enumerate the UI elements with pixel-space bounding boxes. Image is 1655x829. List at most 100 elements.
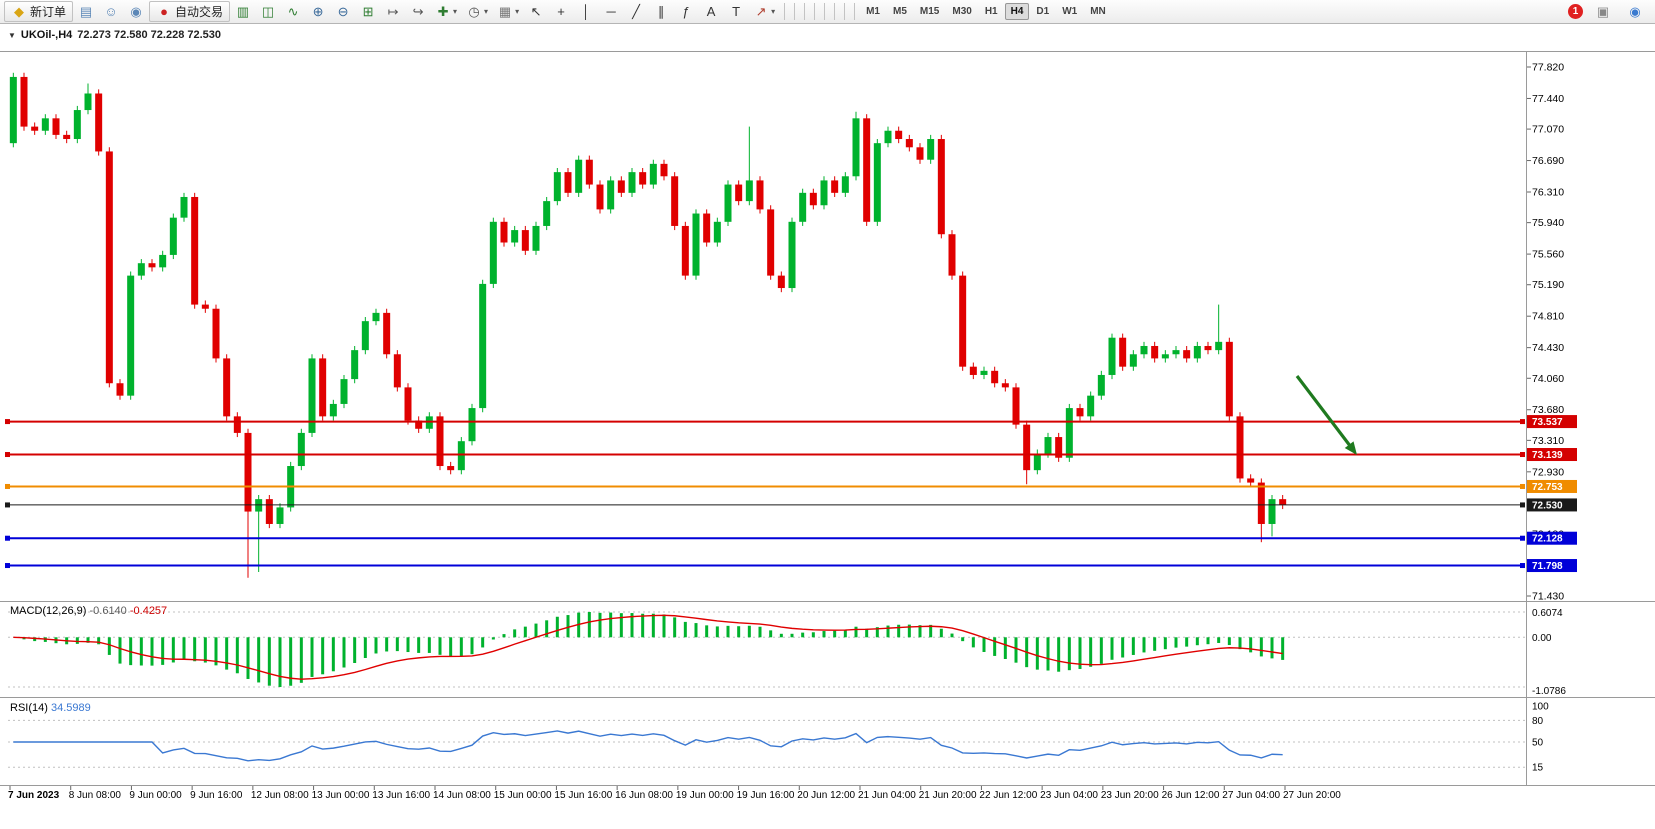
community-icon[interactable]: ◉	[1623, 2, 1647, 22]
charts-icon-glyph: ▤	[79, 3, 93, 19]
chart-shift-icon[interactable]: ↪	[406, 2, 430, 22]
equidistant-channel-icon[interactable]: ∥	[649, 2, 673, 22]
candle-body	[340, 379, 348, 404]
timeframe-m15[interactable]: M15	[919, 6, 940, 17]
bar-chart-icon[interactable]: ▥	[231, 2, 255, 22]
timeframe-h4[interactable]: H4	[1004, 3, 1030, 20]
timeframe-m1[interactable]: M1	[866, 6, 880, 17]
candle-body	[532, 225, 540, 251]
candle-body	[393, 354, 401, 388]
arrows-icon[interactable]: ↗ ▾	[749, 2, 779, 22]
notifications-badge[interactable]: 1	[1568, 4, 1583, 19]
candle-body	[1193, 345, 1201, 359]
hline-handle[interactable]	[5, 452, 10, 458]
candle-body	[948, 234, 956, 276]
timeframe-m30[interactable]: M30	[952, 6, 972, 17]
candle-body	[1247, 478, 1255, 483]
candle-body	[1129, 354, 1137, 367]
new-order-button[interactable]: ◆ 新订单	[4, 1, 74, 22]
text-icon[interactable]: A	[699, 2, 723, 22]
hline-handle[interactable]	[1520, 483, 1525, 489]
dropdown-caret-icon[interactable]: ▾	[515, 7, 520, 16]
time-axis-label: 13 Jun 16:00	[372, 790, 430, 801]
candle-body	[1236, 416, 1244, 479]
hline-handle[interactable]	[1520, 535, 1525, 541]
dropdown-caret-icon[interactable]: ▾	[771, 7, 776, 16]
price-axis-label: 75.190	[1532, 279, 1564, 291]
dropdown-caret-icon[interactable]: ▾	[453, 7, 458, 16]
candle-body	[1257, 482, 1265, 524]
price-label-text: 72.128	[1532, 534, 1563, 545]
timeframe-m5[interactable]: M5	[893, 6, 907, 17]
timeframe-group: M1 M5 M15 M30 H1 H4 D1 W1 MN	[860, 3, 1112, 20]
candle-body	[223, 358, 231, 417]
hline-handle[interactable]	[1520, 419, 1525, 425]
candlestick-chart-icon[interactable]: ◫	[256, 2, 280, 22]
text-label-icon[interactable]: T	[724, 2, 748, 22]
templates-icon[interactable]: ▦ ▾	[493, 2, 523, 22]
symbol-ohlc-values: 72.273 72.580 72.228 72.530	[77, 29, 222, 41]
hline-handle[interactable]	[1520, 452, 1525, 458]
price-label-text: 72.753	[1532, 482, 1563, 493]
crosshair-icon[interactable]: +	[549, 2, 573, 22]
hline-handle[interactable]	[5, 502, 10, 508]
hline-handle[interactable]	[1520, 563, 1525, 569]
candle-body	[1161, 354, 1169, 359]
profiles-icon[interactable]: ☺	[99, 2, 123, 22]
indicators-icon[interactable]: ✚ ▾	[431, 2, 461, 22]
candle-body	[212, 308, 220, 359]
trendline-icon[interactable]: ╱	[624, 2, 648, 22]
candle-body	[447, 466, 455, 471]
timeframe-w1[interactable]: W1	[1062, 6, 1078, 17]
trend-arrow-annotation[interactable]	[1295, 375, 1354, 450]
time-axis-label: 9 Jun 16:00	[190, 790, 243, 801]
timeframe-mn[interactable]: MN	[1090, 6, 1106, 17]
macd-axis-label: -1.0786	[1532, 686, 1566, 697]
candle-body	[329, 403, 337, 417]
hline-handle[interactable]	[5, 535, 10, 541]
chart-canvas[interactable]: 77.820 77.440 77.070 76.690 76.310 75.940 75.5…	[0, 24, 1655, 829]
chart-window[interactable]: 77.820 77.440 77.070 76.690 76.310 75.940 75.5…	[0, 24, 1655, 829]
timeframe-h1[interactable]: H1	[984, 6, 998, 17]
hline-handle[interactable]	[1520, 502, 1525, 508]
zoom-in-icon-glyph: ⊕	[312, 3, 324, 19]
candle-body	[1033, 453, 1041, 471]
candle-body	[617, 180, 625, 193]
candle-body	[500, 221, 508, 243]
vertical-line-icon[interactable]: │	[574, 2, 598, 22]
candle-body	[1215, 341, 1223, 351]
zoom-out-icon[interactable]: ⊖	[331, 2, 355, 22]
screenshot-icon-glyph: ▣	[1596, 3, 1610, 19]
time-axis-label: 23 Jun 04:00	[1040, 790, 1098, 801]
candle-body	[607, 180, 615, 210]
trendline-icon-glyph: ╱	[632, 3, 640, 19]
price-label-box	[1527, 559, 1577, 573]
market-watch-icon[interactable]: ◉	[124, 2, 148, 22]
candle-body	[351, 350, 359, 380]
symbol-dropdown-icon[interactable]: ▼	[8, 30, 16, 40]
hline-handle[interactable]	[5, 563, 10, 569]
price-label-text: 73.139	[1532, 450, 1563, 461]
periods-icon[interactable]: ◷ ▾	[462, 2, 492, 22]
tile-windows-icon[interactable]: ⊞	[356, 2, 380, 22]
timeframe-d1[interactable]: D1	[1036, 6, 1050, 17]
auto-trading-button-label: 自动交易	[175, 5, 224, 19]
macd-name: MACD(12,26,9)	[10, 605, 87, 617]
auto-scroll-icon[interactable]: ↦	[381, 2, 405, 22]
cursor-icon[interactable]: ↖	[524, 2, 548, 22]
charts-icon[interactable]: ▤	[74, 2, 98, 22]
price-label-box	[1527, 415, 1577, 429]
screenshot-icon[interactable]: ▣	[1591, 2, 1615, 22]
auto-trading-button[interactable]: ● 自动交易	[149, 1, 231, 22]
hline-handle[interactable]	[5, 483, 10, 489]
candle-body	[991, 370, 999, 384]
fibonacci-icon[interactable]: ƒ	[674, 2, 698, 22]
dropdown-caret-icon[interactable]: ▾	[484, 7, 489, 16]
zoom-in-icon[interactable]: ⊕	[306, 2, 330, 22]
indicators-icon-glyph: ✚	[437, 3, 449, 19]
horizontal-line-icon[interactable]: ─	[599, 2, 623, 22]
hline-handle[interactable]	[5, 419, 10, 425]
line-chart-icon[interactable]: ∿	[281, 2, 305, 22]
main-toolbar: ◆ 新订单 ▤ ☺ ◉ ● 自动交易 ▥ ◫ ∿ ⊕ ⊖ ⊞ ↦ ↪ ✚ ▾ ◷ ▾ ▦ ▾ ↖ + │ ─ ╱ ∥ ƒ A T ↗ ▾ M1 M…	[0, 0, 1655, 24]
macd-indicator-label: MACD(12,26,9) -0.6140 -0.4257	[10, 605, 167, 617]
